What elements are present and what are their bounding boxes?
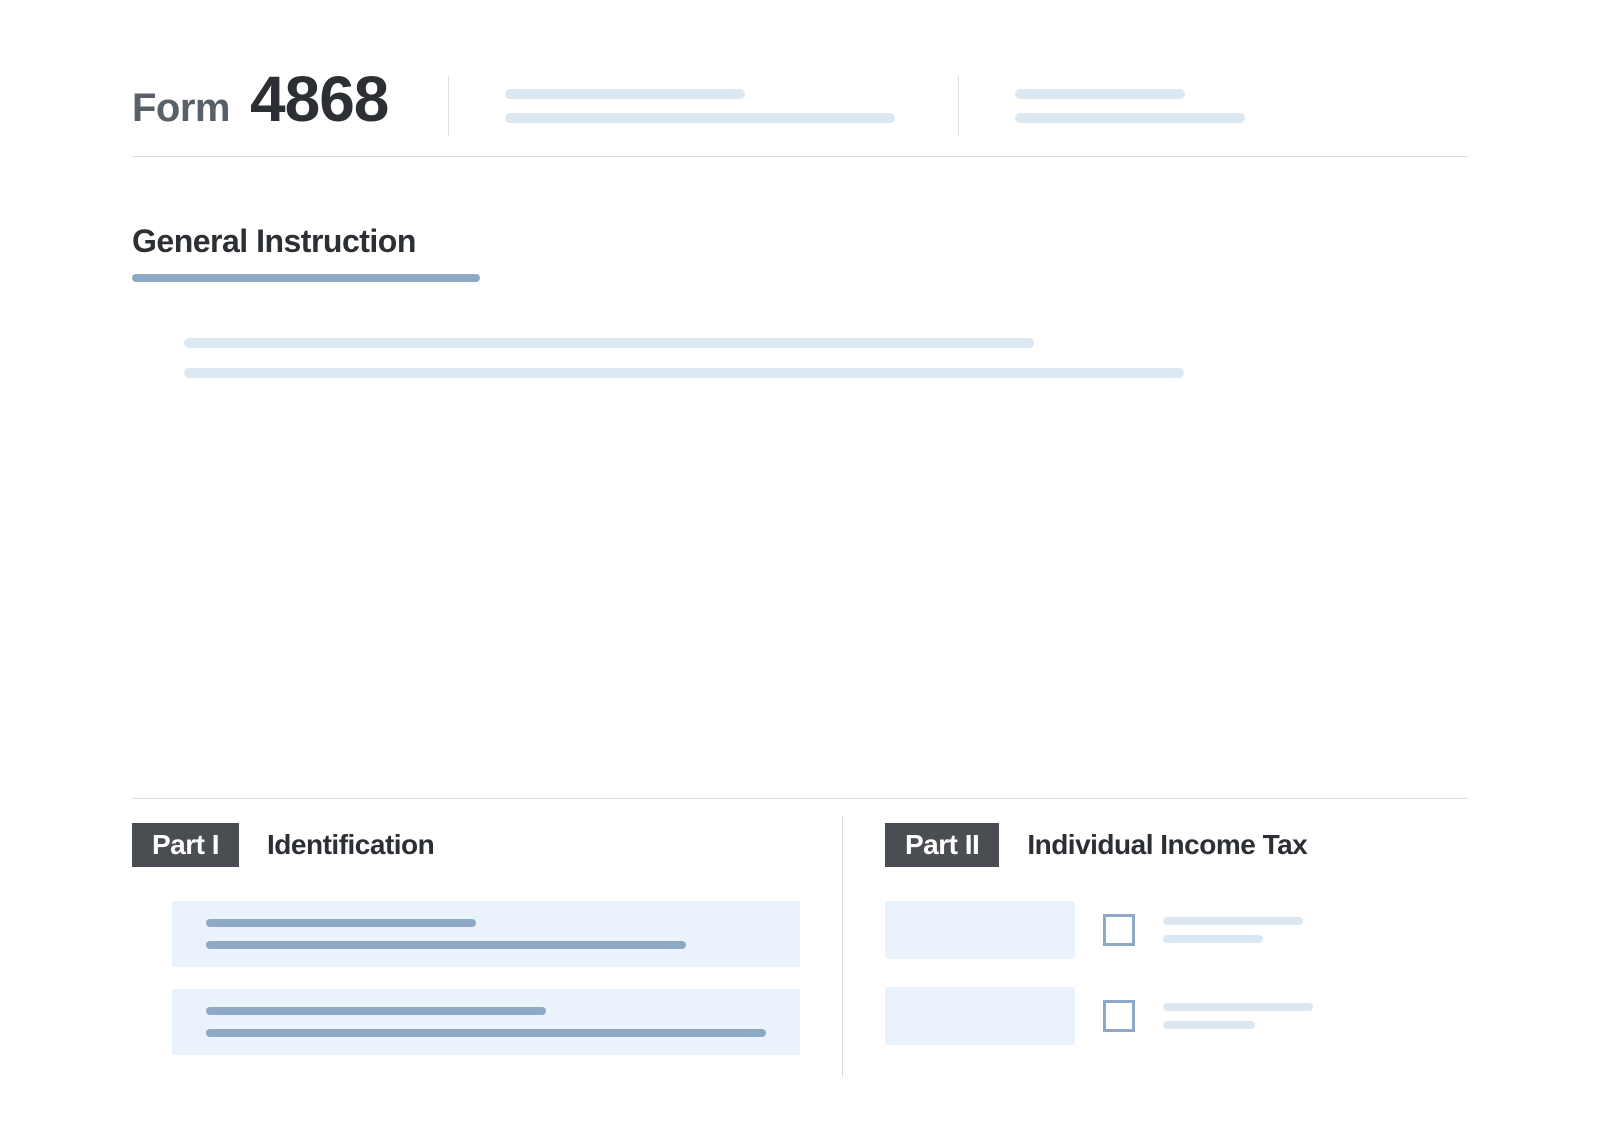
placeholder-bar <box>184 368 1184 378</box>
form-number: 4868 <box>250 62 388 136</box>
form-header: Form 4868 <box>132 62 1468 157</box>
checkbox[interactable] <box>1103 914 1135 946</box>
form-word: Form <box>132 86 230 131</box>
placeholder-bar <box>1163 1003 1313 1011</box>
placeholder-bar <box>505 89 745 99</box>
placeholder-bar <box>1163 935 1263 943</box>
placeholder-bar <box>206 1029 766 1037</box>
instruction-lines <box>132 338 1468 378</box>
placeholder-bar <box>1015 89 1185 99</box>
tax-row-label <box>1163 1003 1468 1029</box>
tax-amount-field[interactable] <box>885 987 1075 1045</box>
header-col-2 <box>958 76 1468 136</box>
placeholder-bar <box>505 113 895 123</box>
part-1-fields <box>132 901 800 1055</box>
placeholder-bar <box>206 919 476 927</box>
part-2-column: Part II Individual Income Tax <box>842 817 1468 1077</box>
tax-row-label <box>1163 917 1468 943</box>
part-1-header: Part I Identification <box>132 823 800 867</box>
tax-row <box>885 987 1468 1045</box>
form-page: Form 4868 General Instruction Part I Ide… <box>0 0 1600 1077</box>
part-2-rows <box>885 901 1468 1045</box>
identification-field[interactable] <box>172 989 800 1055</box>
header-col-1 <box>448 76 958 136</box>
form-title: Form 4868 <box>132 62 448 136</box>
placeholder-bar <box>1163 1021 1255 1029</box>
tax-row <box>885 901 1468 959</box>
tax-amount-field[interactable] <box>885 901 1075 959</box>
part-1-column: Part I Identification <box>132 817 842 1077</box>
section-underline <box>132 274 480 282</box>
part-2-title: Individual Income Tax <box>1027 829 1307 861</box>
identification-field[interactable] <box>172 901 800 967</box>
part-2-header: Part II Individual Income Tax <box>885 823 1468 867</box>
part-1-badge: Part I <box>132 823 239 867</box>
section-heading: General Instruction <box>132 223 1468 260</box>
parts-divider <box>132 798 1468 799</box>
checkbox[interactable] <box>1103 1000 1135 1032</box>
placeholder-bar <box>206 941 686 949</box>
general-instruction-section: General Instruction <box>132 223 1468 378</box>
placeholder-bar <box>206 1007 546 1015</box>
placeholder-bar <box>184 338 1034 348</box>
parts-row: Part I Identification Part II Individual… <box>132 817 1468 1077</box>
placeholder-bar <box>1163 917 1303 925</box>
part-1-title: Identification <box>267 829 434 861</box>
part-2-badge: Part II <box>885 823 999 867</box>
placeholder-bar <box>1015 113 1245 123</box>
